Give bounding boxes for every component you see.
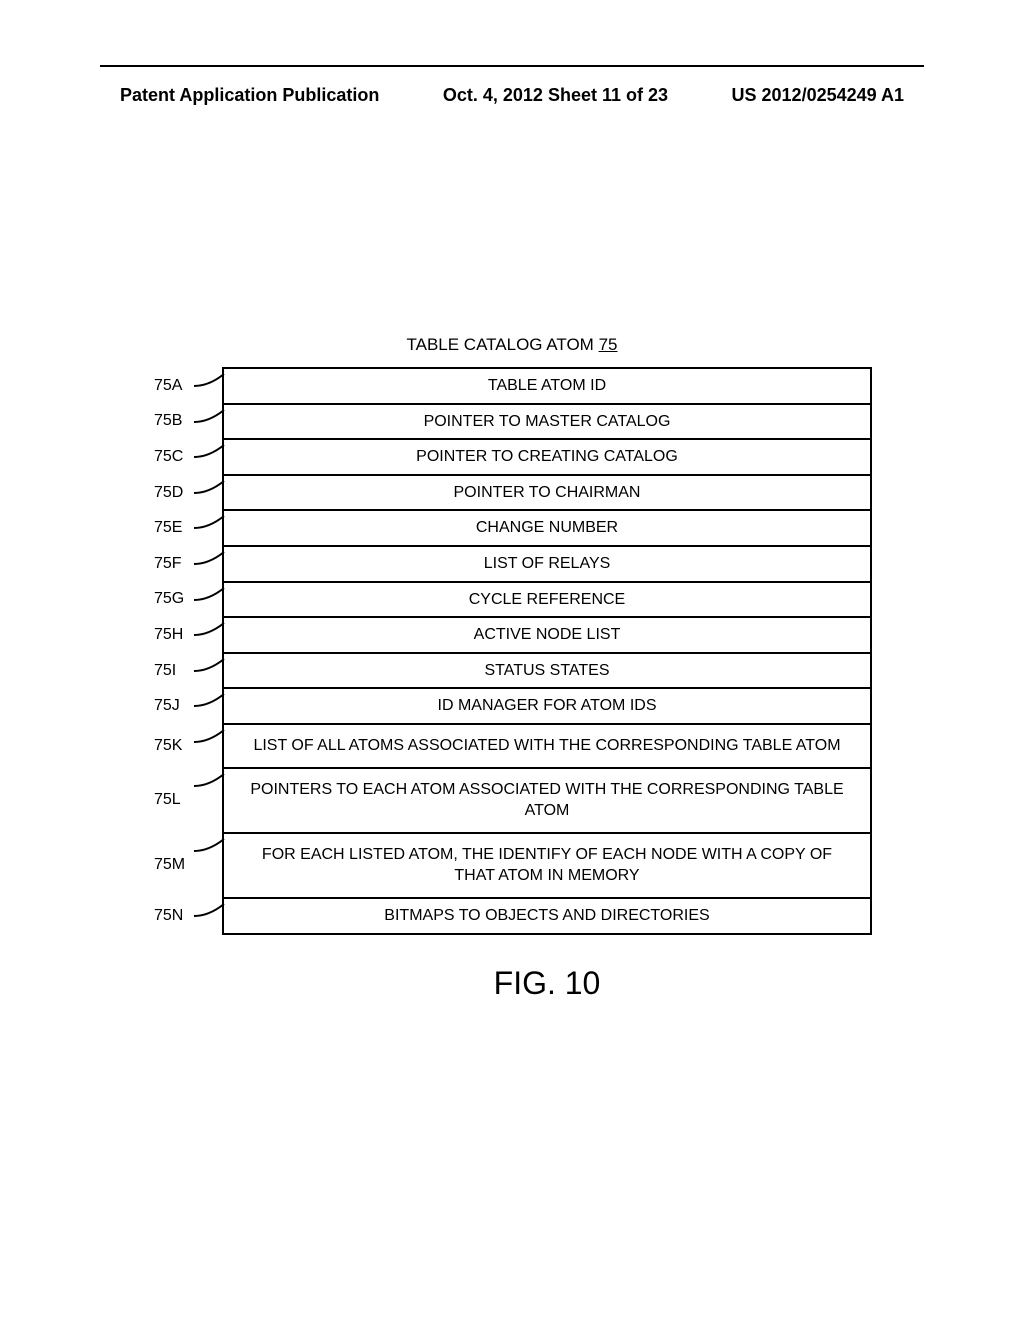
table-title: TABLE CATALOG ATOM 75 bbox=[152, 335, 872, 355]
row-label: 75F bbox=[154, 555, 182, 573]
row-label: 75M bbox=[154, 856, 185, 874]
row-text: LIST OF ALL ATOMS ASSOCIATED WITH THE CO… bbox=[224, 725, 870, 767]
table-row: 75CPOINTER TO CREATING CATALOG bbox=[224, 440, 870, 476]
table-row: 75MFOR EACH LISTED ATOM, THE IDENTIFY OF… bbox=[224, 834, 870, 899]
table-row: 75HACTIVE NODE LIST bbox=[224, 618, 870, 654]
lead-line-icon bbox=[194, 728, 224, 744]
row-text: LIST OF RELAYS bbox=[224, 547, 870, 581]
table-row: 75LPOINTERS TO EACH ATOM ASSOCIATED WITH… bbox=[224, 769, 870, 834]
table-row: 75ISTATUS STATES bbox=[224, 654, 870, 690]
table-row: 75ECHANGE NUMBER bbox=[224, 511, 870, 547]
lead-line-icon bbox=[194, 372, 224, 388]
figure-container: TABLE CATALOG ATOM 75 75ATABLE ATOM ID75… bbox=[152, 335, 872, 1002]
page-header: Patent Application Publication Oct. 4, 2… bbox=[0, 85, 1024, 106]
header-left: Patent Application Publication bbox=[120, 85, 379, 106]
lead-line-icon bbox=[194, 514, 224, 530]
lead-line-icon bbox=[194, 902, 224, 918]
row-text: POINTER TO MASTER CATALOG bbox=[224, 405, 870, 439]
row-text: FOR EACH LISTED ATOM, THE IDENTIFY OF EA… bbox=[224, 834, 870, 897]
row-text: BITMAPS TO OBJECTS AND DIRECTORIES bbox=[224, 899, 870, 933]
table-row: 75JID MANAGER FOR ATOM IDS bbox=[224, 689, 870, 725]
table-row: 75BPOINTER TO MASTER CATALOG bbox=[224, 405, 870, 441]
row-text: POINTER TO CREATING CATALOG bbox=[224, 440, 870, 474]
lead-line-icon bbox=[194, 772, 224, 788]
header-right: US 2012/0254249 A1 bbox=[732, 85, 904, 106]
row-label: 75A bbox=[154, 377, 182, 395]
lead-line-icon bbox=[194, 443, 224, 459]
row-text: CYCLE REFERENCE bbox=[224, 583, 870, 617]
table-row: 75DPOINTER TO CHAIRMAN bbox=[224, 476, 870, 512]
row-text: POINTER TO CHAIRMAN bbox=[224, 476, 870, 510]
lead-line-icon bbox=[194, 657, 224, 673]
row-label: 75B bbox=[154, 412, 182, 430]
row-label: 75I bbox=[154, 662, 176, 680]
row-label: 75J bbox=[154, 697, 180, 715]
row-label: 75D bbox=[154, 484, 183, 502]
header-center: Oct. 4, 2012 Sheet 11 of 23 bbox=[443, 85, 668, 106]
row-text: TABLE ATOM ID bbox=[224, 369, 870, 403]
table-row: 75NBITMAPS TO OBJECTS AND DIRECTORIES bbox=[224, 899, 870, 933]
lead-line-icon bbox=[194, 621, 224, 637]
table-row: 75GCYCLE REFERENCE bbox=[224, 583, 870, 619]
row-text: CHANGE NUMBER bbox=[224, 511, 870, 545]
row-text: POINTERS TO EACH ATOM ASSOCIATED WITH TH… bbox=[224, 769, 870, 832]
header-rule bbox=[100, 65, 924, 67]
row-label: 75N bbox=[154, 907, 183, 925]
row-label: 75L bbox=[154, 791, 181, 809]
atom-table: 75ATABLE ATOM ID75BPOINTER TO MASTER CAT… bbox=[222, 367, 872, 935]
row-label: 75E bbox=[154, 519, 182, 537]
row-label: 75C bbox=[154, 448, 183, 466]
title-number: 75 bbox=[599, 335, 618, 354]
table-wrapper: 75ATABLE ATOM ID75BPOINTER TO MASTER CAT… bbox=[222, 367, 872, 935]
row-label: 75K bbox=[154, 737, 182, 755]
lead-line-icon bbox=[194, 479, 224, 495]
lead-line-icon bbox=[194, 692, 224, 708]
table-row: 75KLIST OF ALL ATOMS ASSOCIATED WITH THE… bbox=[224, 725, 870, 769]
row-label: 75H bbox=[154, 626, 183, 644]
table-row: 75FLIST OF RELAYS bbox=[224, 547, 870, 583]
figure-caption: FIG. 10 bbox=[222, 965, 872, 1002]
row-text: ID MANAGER FOR ATOM IDS bbox=[224, 689, 870, 723]
lead-line-icon bbox=[194, 837, 224, 853]
title-prefix: TABLE CATALOG ATOM bbox=[406, 335, 598, 354]
lead-line-icon bbox=[194, 408, 224, 424]
lead-line-icon bbox=[194, 586, 224, 602]
row-text: STATUS STATES bbox=[224, 654, 870, 688]
table-row: 75ATABLE ATOM ID bbox=[224, 369, 870, 405]
row-label: 75G bbox=[154, 590, 184, 608]
lead-line-icon bbox=[194, 550, 224, 566]
row-text: ACTIVE NODE LIST bbox=[224, 618, 870, 652]
